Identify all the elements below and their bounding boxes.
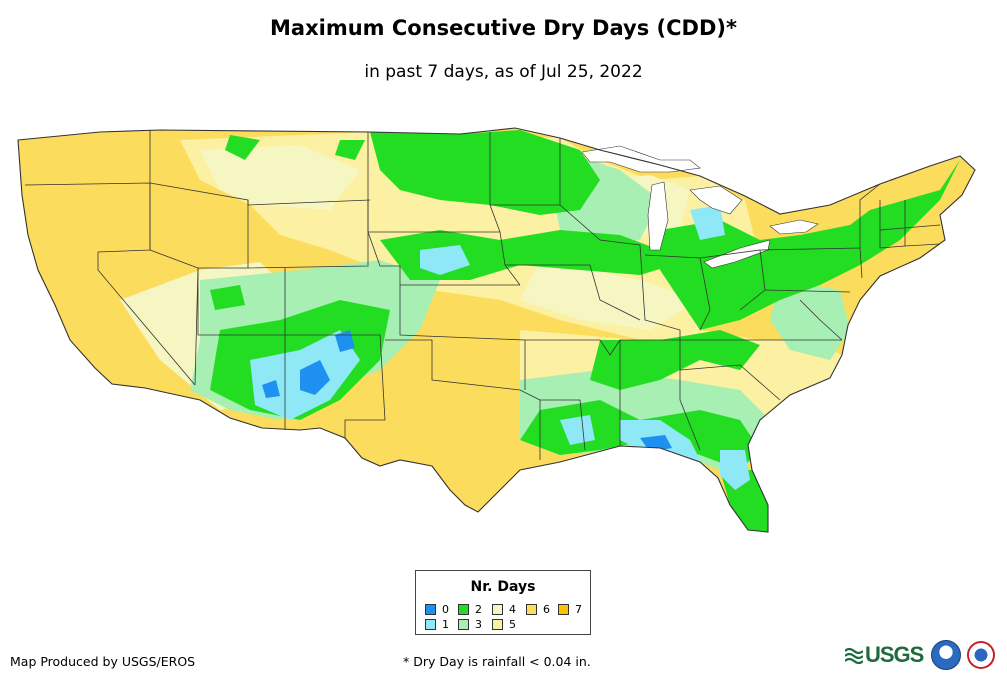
legend-swatch (558, 604, 569, 615)
legend-swatch (526, 604, 537, 615)
state-boundaries (17, 127, 976, 533)
legend-label: 4 (509, 603, 516, 616)
legend-swatch (458, 619, 469, 630)
cdd-color-field (18, 128, 975, 532)
legend-swatch (458, 604, 469, 615)
legend-label: 5 (509, 618, 516, 631)
legend-label: 3 (475, 618, 482, 631)
legend-item-5: 5 (492, 618, 516, 631)
legend-swatch (425, 604, 436, 615)
legend-item-6: 6 (526, 603, 550, 616)
legend-item-7: 7 (558, 603, 582, 616)
legend-swatch (425, 619, 436, 630)
noaa-logo-icon (931, 640, 962, 670)
legend-label: 7 (575, 603, 582, 616)
legend-label: 1 (442, 618, 449, 631)
legend: Nr. Days 0 1 2 3 4 5 6 7 (415, 570, 591, 635)
legend-swatch (492, 619, 503, 630)
usgs-wave-icon (845, 647, 863, 664)
map-subtitle: in past 7 days, as of Jul 25, 2022 (364, 62, 643, 82)
nws-logo-icon (967, 641, 996, 669)
legend-item-0: 0 (425, 603, 449, 616)
agency-logos: USGS (845, 640, 996, 670)
legend-item-3: 3 (458, 618, 482, 631)
legend-label: 2 (475, 603, 482, 616)
usgs-logo: USGS (845, 642, 924, 668)
legend-item-1: 1 (425, 618, 449, 631)
dry-day-footnote: * Dry Day is rainfall < 0.04 in. (403, 654, 591, 669)
legend-title: Nr. Days (470, 579, 536, 595)
legend-swatch (492, 604, 503, 615)
legend-label: 6 (543, 603, 550, 616)
map-credit: Map Produced by USGS/EROS (10, 654, 196, 669)
usgs-logo-text: USGS (865, 642, 924, 667)
legend-item-2: 2 (458, 603, 482, 616)
legend-item-4: 4 (492, 603, 516, 616)
legend-label: 0 (442, 603, 449, 616)
map-title: Maximum Consecutive Dry Days (CDD)* (270, 16, 737, 40)
